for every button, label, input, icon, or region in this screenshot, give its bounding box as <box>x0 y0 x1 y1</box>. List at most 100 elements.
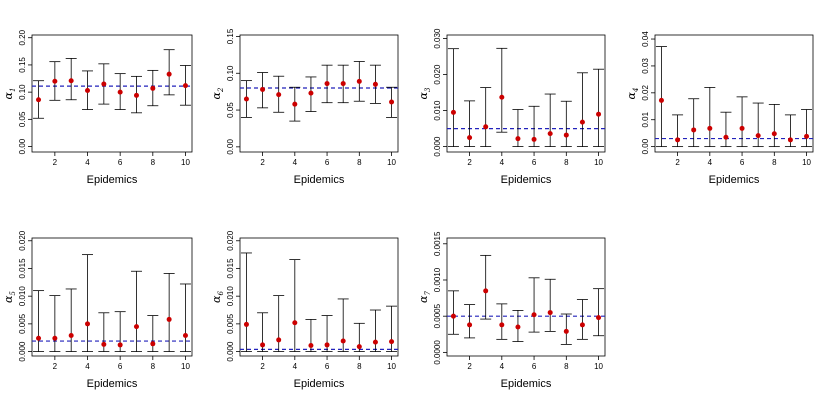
x-tick-label: 10 <box>594 362 603 371</box>
y-tick-label: 0.20 <box>18 29 27 45</box>
data-point-8 <box>356 344 362 350</box>
x-tick-label: 6 <box>325 362 330 371</box>
x-tick-label: 6 <box>532 158 537 167</box>
y-axis-label-subscript: 6 <box>217 291 225 296</box>
y-axis-label-symbol: α <box>417 91 430 99</box>
y-tick-label: 0.00 <box>18 138 27 154</box>
x-tick-label: 4 <box>500 158 505 167</box>
plot-frame <box>239 34 399 153</box>
y-tick-label: 0.000 <box>18 341 27 362</box>
x-tick-label: 2 <box>260 362 265 371</box>
data-point-2 <box>52 78 58 84</box>
x-tick-label: 2 <box>675 158 680 167</box>
y-tick-label: 0.000 <box>433 136 442 157</box>
data-point-10 <box>596 315 602 321</box>
y-tick-label: 0.030 <box>433 28 442 49</box>
data-point-8 <box>150 85 156 91</box>
data-point-4 <box>499 322 505 328</box>
data-point-2 <box>467 135 473 141</box>
y-tick-label: 0.010 <box>18 286 27 307</box>
x-axis-label: Epidemics <box>294 378 345 390</box>
data-point-7 <box>755 133 761 139</box>
data-point-6 <box>117 89 123 95</box>
data-point-5 <box>723 134 729 140</box>
y-tick-label: 0.020 <box>226 230 235 251</box>
data-point-1 <box>36 335 42 341</box>
data-point-7 <box>340 81 346 87</box>
y-tick-label: 0.15 <box>226 28 235 44</box>
y-axis-label: α5 <box>2 291 17 303</box>
x-tick-label: 10 <box>387 362 396 371</box>
data-point-4 <box>292 320 298 326</box>
data-point-2 <box>260 342 266 348</box>
y-axis-label: α3 <box>417 87 432 99</box>
data-point-6 <box>531 136 537 142</box>
y-tick-label: 0.0005 <box>433 303 442 328</box>
y-axis-label-subscript: 1 <box>9 88 17 92</box>
y-tick-label: 0.0000 <box>433 340 442 365</box>
y-axis-label: α1 <box>2 88 17 100</box>
y-tick-label: 0.0010 <box>433 267 442 292</box>
data-point-9 <box>372 339 378 345</box>
y-tick-label: 0.005 <box>226 313 235 334</box>
data-point-9 <box>166 316 172 322</box>
y-tick-label: 0.01 <box>641 111 650 127</box>
data-point-2 <box>467 322 473 328</box>
x-tick-label: 8 <box>357 362 362 371</box>
x-axis-label: Epidemics <box>87 378 138 390</box>
y-axis-label-symbol: α <box>2 91 15 99</box>
y-axis-label-subscript: 7 <box>424 291 432 296</box>
y-tick-label: 0.0015 <box>433 231 442 256</box>
y-tick-label: 0.05 <box>226 102 235 118</box>
data-point-4 <box>499 94 505 100</box>
data-point-8 <box>356 78 362 84</box>
data-point-5 <box>101 341 107 347</box>
x-tick-label: 2 <box>53 362 58 371</box>
x-tick-label: 8 <box>357 158 362 167</box>
data-point-1 <box>450 109 456 115</box>
data-point-5 <box>515 136 521 142</box>
y-tick-label: 0.005 <box>18 313 27 334</box>
x-axis-label: Epidemics <box>501 378 552 390</box>
plot-frame <box>239 237 399 357</box>
x-tick-label: 2 <box>53 158 58 167</box>
y-tick-label: 0.04 <box>641 31 650 47</box>
data-point-9 <box>166 71 172 77</box>
data-point-10 <box>804 133 810 139</box>
data-point-10 <box>389 339 395 345</box>
y-tick-label: 0.010 <box>226 286 235 307</box>
y-tick-label: 0.015 <box>226 258 235 279</box>
y-axis-label-symbol: α <box>2 295 15 303</box>
x-tick-label: 4 <box>85 362 90 371</box>
data-point-2 <box>675 137 681 143</box>
data-point-4 <box>85 321 91 327</box>
x-tick-label: 4 <box>85 158 90 167</box>
x-tick-label: 8 <box>564 158 569 167</box>
x-tick-label: 4 <box>708 158 713 167</box>
y-axis-label-symbol: α <box>625 91 638 99</box>
data-point-7 <box>133 324 139 330</box>
data-point-8 <box>563 328 569 334</box>
alpha-panel-7: 2 4 6 8 10 0.0000 0.0005 0.0010 0.0015 Epidemics α… <box>417 231 606 390</box>
data-point-3 <box>691 127 697 133</box>
data-point-6 <box>324 342 330 348</box>
data-point-7 <box>547 310 553 316</box>
data-point-10 <box>389 99 395 105</box>
data-point-10 <box>182 83 188 89</box>
data-point-3 <box>483 288 489 294</box>
x-tick-label: 10 <box>387 158 396 167</box>
x-tick-label: 10 <box>802 158 811 167</box>
y-tick-label: 0.10 <box>18 84 27 100</box>
data-point-5 <box>515 324 521 330</box>
x-tick-label: 10 <box>181 158 190 167</box>
data-point-4 <box>707 125 713 131</box>
alpha-panel-1: 2 4 6 8 10 0.00 0.05 0.10 0.15 0.20 Epidemics α1 <box>2 29 193 186</box>
data-point-1 <box>243 321 249 327</box>
data-point-1 <box>450 313 456 319</box>
data-point-2 <box>260 86 266 92</box>
x-tick-label: 8 <box>151 158 156 167</box>
y-tick-label: 0.010 <box>433 100 442 121</box>
x-axis-label: Epidemics <box>87 174 138 186</box>
x-tick-label: 8 <box>564 362 569 371</box>
